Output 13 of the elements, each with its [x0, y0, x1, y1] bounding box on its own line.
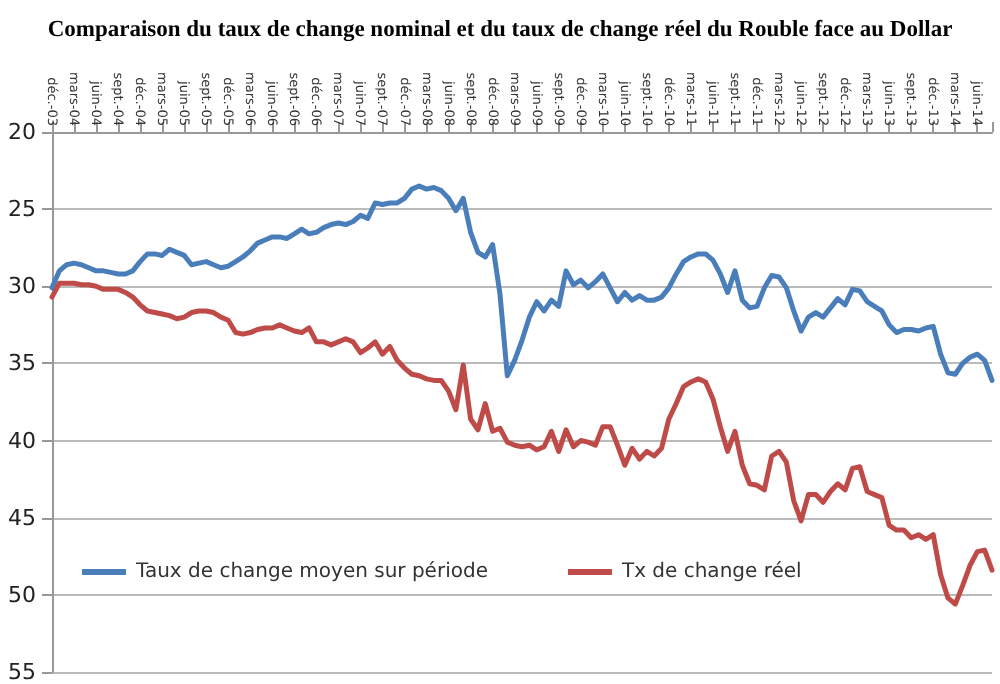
y-tick-label: 30 — [8, 273, 36, 300]
y-tick-label: 55 — [8, 659, 36, 684]
y-tick-label: 20 — [8, 119, 36, 145]
y-tick-label: 40 — [8, 427, 36, 454]
y-tick-label: 45 — [8, 504, 36, 531]
y-tick-label: 50 — [8, 581, 36, 608]
line-series — [49, 280, 995, 607]
legend-label: Taux de change moyen sur période — [134, 561, 488, 583]
legend-label: Tx de change réel — [619, 561, 802, 583]
y-tick-label: 35 — [8, 350, 36, 377]
chart-title: Comparaison du taux de change nominal et du taux de change réel du Rouble face au Dollar — [47, 18, 953, 42]
y-tick-label: 25 — [8, 196, 36, 223]
line-series — [49, 183, 995, 383]
